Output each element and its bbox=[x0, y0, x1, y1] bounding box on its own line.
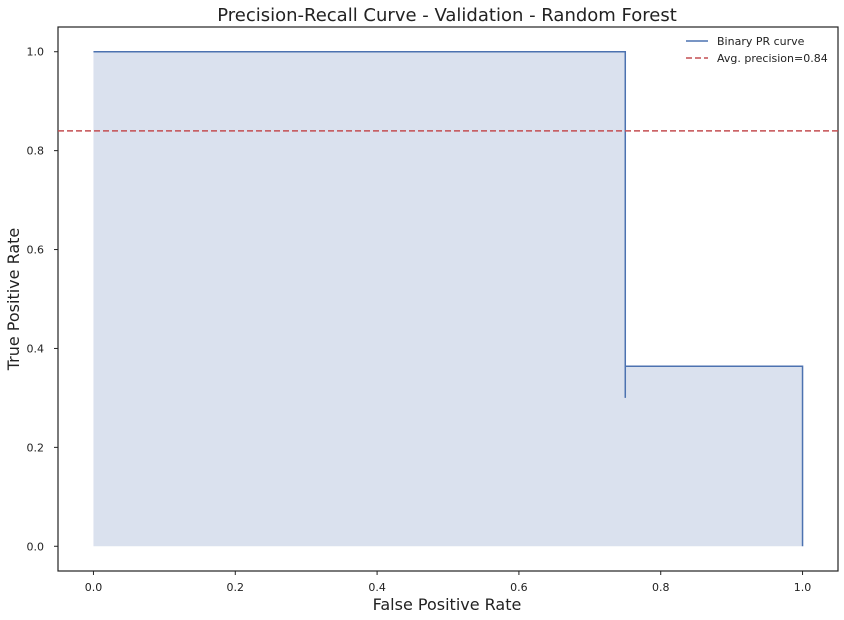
legend-label-average-precision: Avg. precision=0.84 bbox=[717, 52, 828, 65]
y-tick-label: 0.0 bbox=[27, 540, 45, 553]
x-axis-label: False Positive Rate bbox=[373, 595, 522, 614]
series-fill-area bbox=[93, 51, 803, 547]
series-line-0 bbox=[93, 50, 804, 547]
y-axis-label: True Positive Rate bbox=[4, 228, 23, 372]
x-tick-label: 0.8 bbox=[652, 581, 670, 594]
fill-layer bbox=[93, 51, 803, 547]
tick-layer: 0.0 0.2 0.4 0.6 0.8 1.0 0.0 0.2 0.4 0.6 0.8 1.0 bbox=[27, 46, 812, 594]
y-tick-label: 1.0 bbox=[27, 46, 45, 59]
x-tick-label: 0.2 bbox=[227, 581, 245, 594]
y-tick-label: 0.6 bbox=[27, 244, 45, 257]
line-layer bbox=[93, 50, 804, 547]
x-tick-label: 1.0 bbox=[794, 581, 812, 594]
chart-title: Precision-Recall Curve - Validation - Ra… bbox=[217, 5, 677, 26]
x-tick-label: 0.0 bbox=[85, 581, 103, 594]
legend-label-binary-pr-curve: Binary PR curve bbox=[717, 35, 805, 48]
x-tick-label: 0.4 bbox=[368, 581, 386, 594]
y-tick-label: 0.4 bbox=[27, 342, 45, 355]
x-tick-label: 0.6 bbox=[510, 581, 528, 594]
y-tick-label: 0.2 bbox=[27, 441, 45, 454]
legend: Binary PR curve Avg. precision=0.84 bbox=[686, 35, 828, 65]
y-tick-label: 0.8 bbox=[27, 145, 45, 158]
